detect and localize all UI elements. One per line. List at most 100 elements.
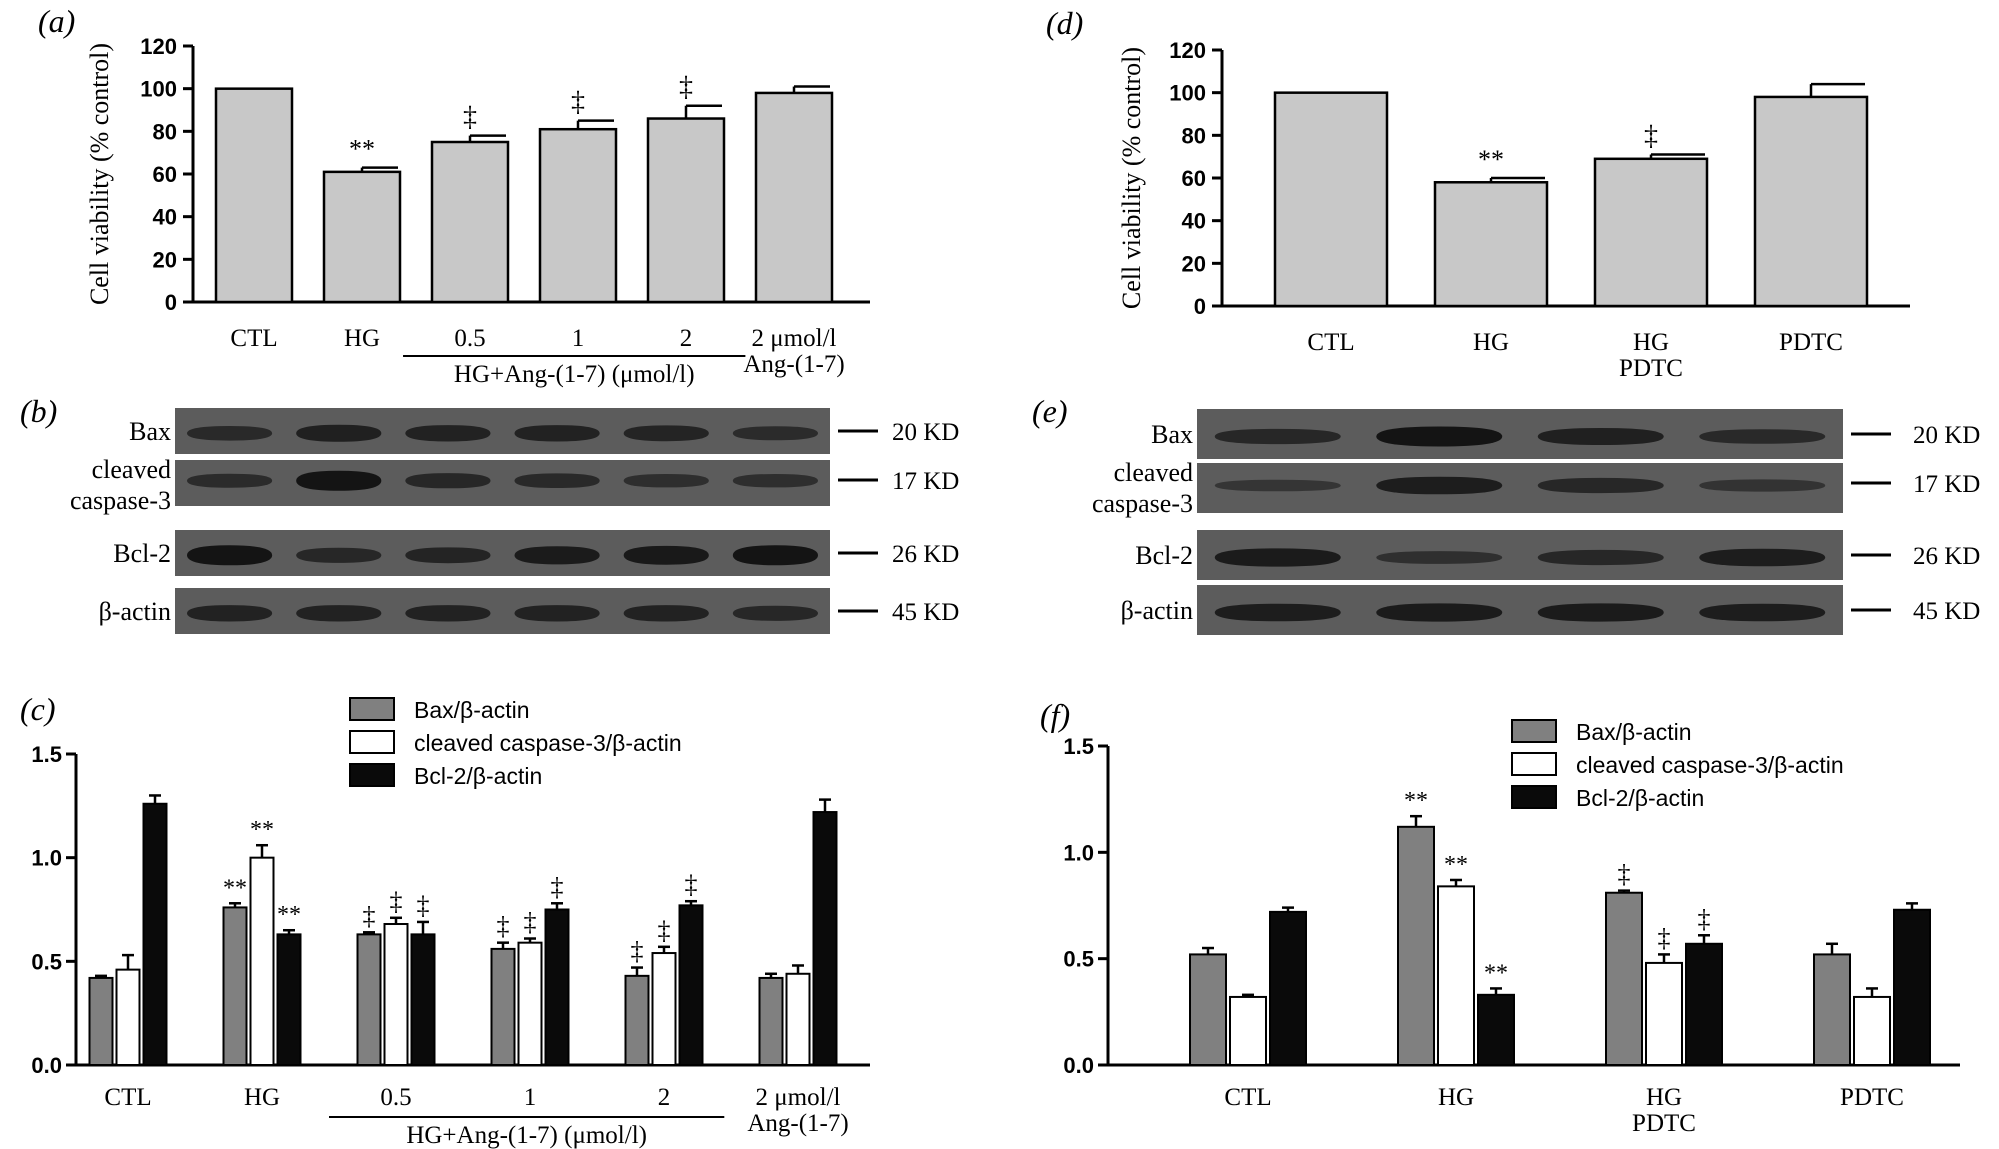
bar-bcl2 [1893,908,1931,1067]
significance-mark: ** [1444,852,1468,878]
bar-bax [1605,891,1643,1066]
blot-strip [175,408,830,454]
y-tick-label: 60 [153,162,177,187]
protein-band [1214,428,1341,445]
band-size-label: 26 KD [1913,543,1980,570]
bar [538,127,618,304]
protein-label: cleaved [1114,458,1193,487]
y-tick-label: 1.5 [31,742,62,767]
legend-label: Bax/β-actin [1576,719,1692,745]
panel-letter: (d) [1046,5,1083,41]
legend-label: Bcl-2/β-actin [414,763,542,789]
protein-band [514,425,600,442]
significance-mark: ‡ [1698,904,1711,933]
band-size-label: 45 KD [892,599,959,626]
significance-mark: ‡ [1618,860,1631,889]
protein-band [1376,426,1503,447]
bar-caspase [785,972,811,1066]
y-tick-label: 1.0 [1063,840,1094,865]
bar-caspase [1437,885,1475,1066]
protein-band [296,470,382,491]
bar [322,170,402,304]
protein-band [1214,603,1341,622]
y-tick-label: 1.5 [1063,734,1094,759]
protein-band [1537,603,1664,622]
x-tick-label: PDTC [1779,329,1843,356]
significance-mark: ‡ [524,908,537,937]
significance-mark: ‡ [631,937,644,966]
significance-mark: ‡ [658,916,671,945]
panel-letter: (b) [20,393,57,429]
significance-mark: ** [349,135,375,164]
legend-label: cleaved caspase-3/β-actin [414,730,682,756]
blot-strip [175,588,830,634]
x-tick-label: HG [1473,329,1509,356]
band-size-label: 45 KD [1913,598,1980,625]
x-tick-label: 2 μmol/l [756,1084,841,1111]
protein-band [296,605,382,622]
protein-band [1376,551,1503,564]
x-tick-label: HG [244,1084,280,1111]
protein-band [296,424,382,442]
significance-mark: ‡ [463,102,477,133]
x-tick-label: CTL [1224,1084,1271,1111]
bar [1753,95,1869,308]
x-tick-label: PDTC [1840,1084,1904,1111]
x-tick-label: 1 [524,1084,537,1111]
viability-chart-(d): 0 20 40 60 80 100 120 Cell viability (% control… [1117,38,1910,382]
legend-label: Bcl-2/β-actin [1576,785,1704,811]
panel-letter: (e) [1032,393,1068,429]
bar-bcl2 [276,933,302,1066]
protein-band [1214,479,1341,492]
protein-band [623,474,709,488]
protein-label: β-actin [99,597,171,626]
y-tick-label: 0.5 [1063,947,1094,972]
y-tick-label: 20 [1182,251,1206,276]
protein-band [1537,428,1664,445]
bar-caspase [1229,995,1267,1066]
significance-mark: ** [277,902,301,928]
protein-band [1699,429,1826,444]
protein-band [187,473,273,488]
y-tick-label: 100 [1169,81,1206,106]
protein-band [732,545,818,566]
grouped-chart-(f): 0.00.51.01.5CTL******HG‡‡‡HGPDTCPDTCBax/… [1063,719,1960,1137]
bar-bcl2 [544,908,570,1066]
y-tick-label: 20 [153,247,177,272]
bar-caspase [1645,961,1683,1066]
protein-label: cleaved [92,455,171,484]
viability-chart-(a): 0 20 40 60 80 100 120 Cell viability (% control… [85,34,870,388]
bar-bax [356,933,382,1066]
panel-letter: (f) [1040,697,1070,733]
bar-caspase [651,952,677,1066]
protein-band [1699,479,1826,492]
x-tick-label: CTL [1307,329,1354,356]
protein-band [732,605,818,621]
protein-band [187,426,273,441]
protein-band [405,473,491,489]
y-tick-label: 80 [1182,123,1206,148]
x-tick-label: Ang-(1-7) [743,351,844,378]
x-tick-label: HG [1438,1084,1474,1111]
y-tick-label: 0 [165,290,177,315]
panel-letter: (a) [38,3,75,39]
bar-caspase [383,923,409,1066]
x-tick-label: HG [1646,1084,1682,1111]
y-axis-label: Cell viability (% control) [1117,47,1146,309]
significance-mark: ‡ [363,901,376,930]
protein-label: Bcl-2 [1135,541,1193,570]
significance-mark: ‡ [1658,923,1671,952]
y-tick-label: 0 [1194,294,1206,319]
significance-mark: ** [1404,788,1428,814]
y-tick-label: 60 [1182,166,1206,191]
significance-mark: ‡ [417,891,430,920]
y-tick-label: 40 [1182,209,1206,234]
protein-band [514,546,600,565]
protein-band [1537,477,1664,494]
x-tick-label: 0.5 [380,1084,411,1111]
protein-label: Bax [1151,420,1193,449]
bar-caspase [249,856,275,1067]
significance-mark: ‡ [551,872,564,901]
protein-band [1699,603,1826,622]
